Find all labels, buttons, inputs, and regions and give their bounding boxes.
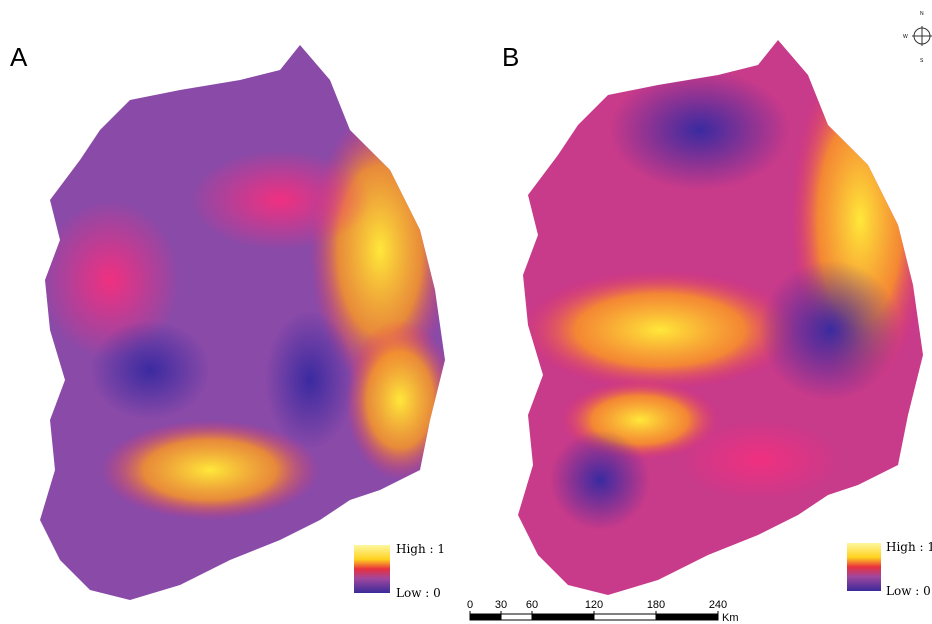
compass-s: S bbox=[920, 58, 924, 64]
scale-segment bbox=[656, 614, 718, 620]
scale-label: 60 bbox=[526, 599, 538, 611]
scale-segment bbox=[594, 614, 656, 620]
scale-label: 180 bbox=[647, 599, 665, 611]
scale-segment bbox=[501, 614, 532, 620]
legend-ramp bbox=[354, 545, 390, 593]
legend-low: Low : 0 bbox=[396, 586, 441, 600]
scale-segment bbox=[532, 614, 594, 620]
compass-w: W bbox=[903, 34, 908, 40]
scale-label: 0 bbox=[467, 599, 473, 611]
map-a bbox=[30, 40, 460, 620]
scale-label: 240 bbox=[709, 599, 727, 611]
figure: A B High : 1 Low : 0 High : 1 Low : 0 0 3… bbox=[0, 0, 932, 624]
compass: N W S bbox=[903, 11, 932, 64]
legend-low: Low : 0 bbox=[886, 584, 931, 598]
panel-label: A bbox=[10, 42, 28, 72]
scale-label: 120 bbox=[585, 599, 603, 611]
scale-label: 30 bbox=[495, 599, 507, 611]
compass-n: N bbox=[920, 11, 924, 17]
panel-label: B bbox=[502, 42, 519, 72]
scale-segment bbox=[470, 614, 501, 620]
map-b bbox=[500, 30, 932, 620]
legend-high: High : 1 bbox=[396, 542, 445, 556]
scale-unit: Km bbox=[722, 612, 739, 624]
legend-ramp bbox=[847, 543, 881, 591]
legend-high: High : 1 bbox=[886, 540, 932, 554]
